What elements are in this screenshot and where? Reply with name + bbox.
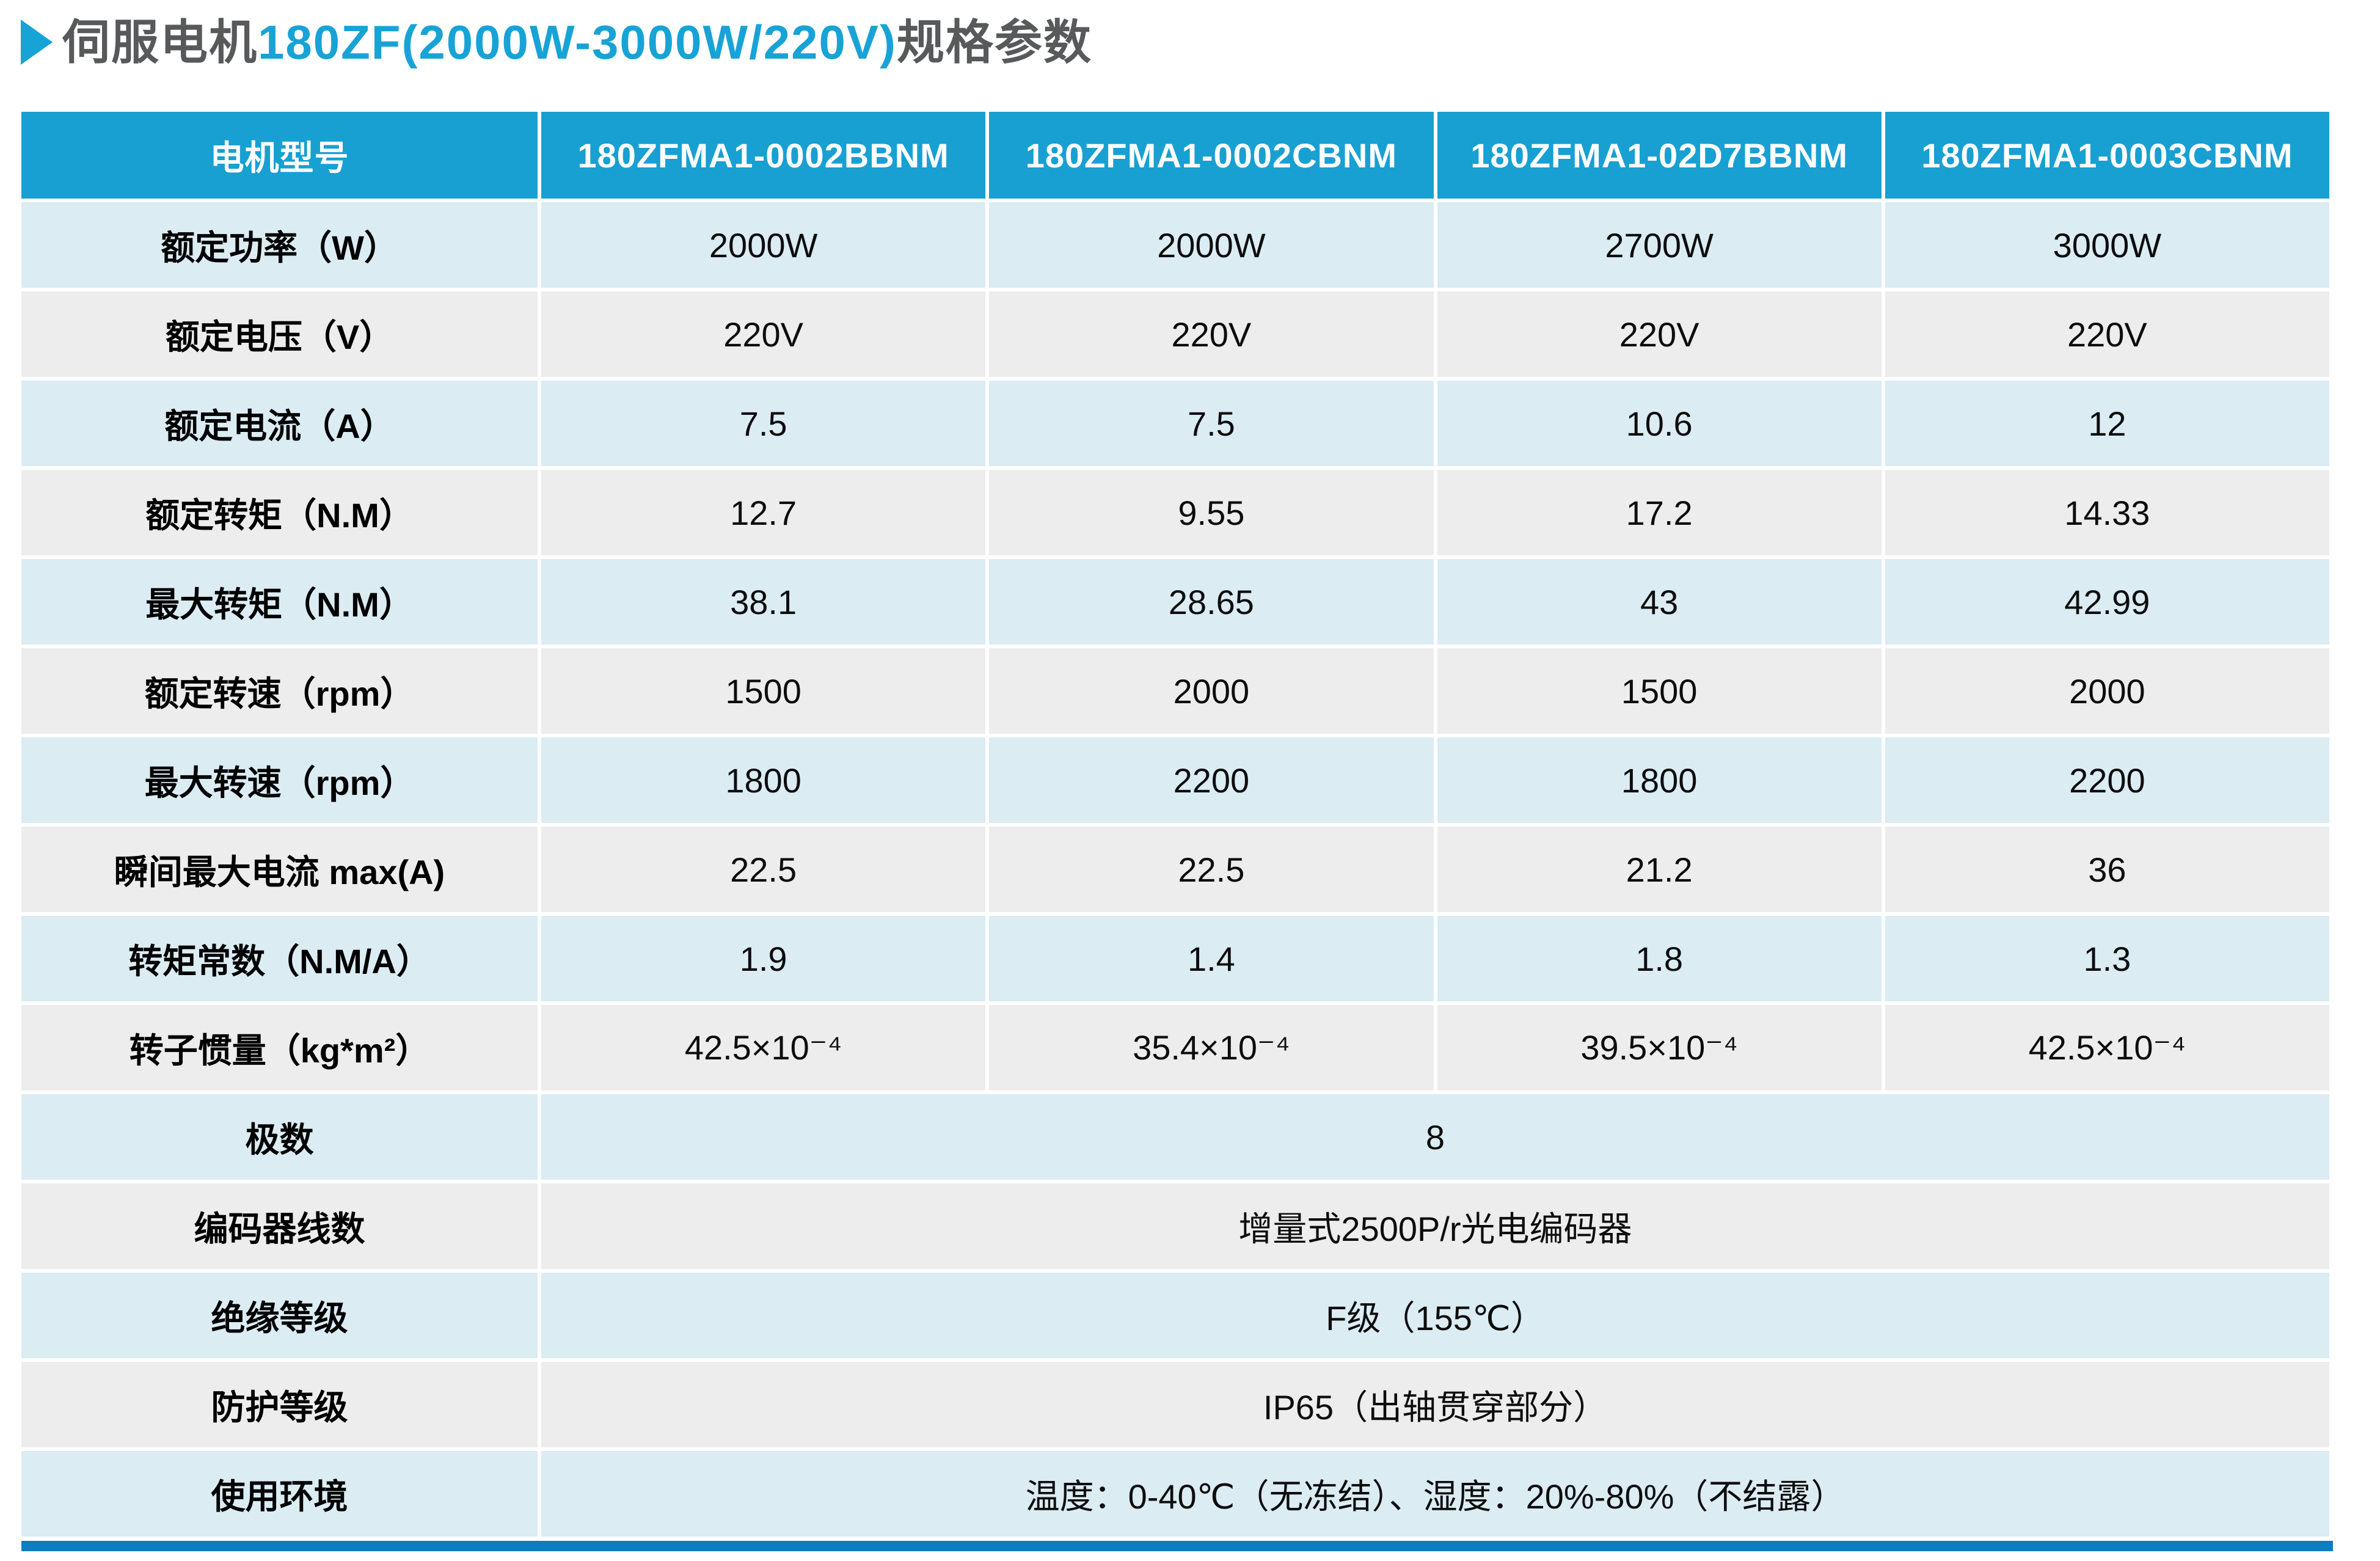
row-label: 使用环境 — [21, 1451, 538, 1537]
cell-merged-value: IP65（出轴贯穿部分） — [541, 1362, 2329, 1447]
table-row-rated-current: 额定电流（A） 7.5 7.5 10.6 12 — [21, 381, 2329, 466]
cell-value: 1500 — [1437, 648, 1882, 734]
header-model-0002bbnm: 180ZFMA1-0002BBNM — [541, 112, 986, 199]
table-row-pole-count: 极数 8 — [21, 1094, 2329, 1180]
cell-value: 1.4 — [989, 916, 1434, 1001]
table-row-rated-torque: 额定转矩（N.M） 12.7 9.55 17.2 14.33 — [21, 470, 2329, 555]
table-row-encoder-lines: 编码器线数 增量式2500P/r光电编码器 — [21, 1183, 2329, 1269]
table-header-row: 电机型号 180ZFMA1-0002BBNM 180ZFMA1-0002CBNM… — [21, 112, 2329, 199]
cell-value: 42.5×10⁻⁴ — [1885, 1005, 2329, 1091]
cell-value: 12 — [1885, 381, 2329, 466]
cell-value: 38.1 — [541, 559, 986, 645]
cell-value: 28.65 — [989, 559, 1434, 645]
cell-merged-value: F级（155℃） — [541, 1273, 2329, 1358]
cell-value: 220V — [1885, 291, 2329, 377]
table-row-rated-speed: 额定转速（rpm） 1500 2000 1500 2000 — [21, 648, 2329, 734]
cell-value: 36 — [1885, 827, 2329, 912]
cell-value: 43 — [1437, 559, 1882, 645]
cell-value: 22.5 — [541, 827, 986, 912]
row-label: 极数 — [21, 1094, 538, 1180]
row-label: 转矩常数（N.M/A） — [21, 916, 538, 1001]
table-row-instant-max-current: 瞬间最大电流 max(A) 22.5 22.5 21.2 36 — [21, 827, 2329, 912]
cell-merged-value: 温度：0-40℃（无冻结）、湿度：20%-80%（不结露） — [541, 1451, 2329, 1537]
row-label: 转子惯量（kg*m²） — [21, 1005, 538, 1091]
row-label: 绝缘等级 — [21, 1273, 538, 1358]
row-label: 最大转矩（N.M） — [21, 559, 538, 645]
cell-merged-value: 8 — [541, 1094, 2329, 1180]
cell-value: 9.55 — [989, 470, 1434, 555]
page-title: 伺服电机180ZF(2000W-3000W/220V)规格参数 — [21, 18, 1092, 66]
cell-value: 220V — [541, 291, 986, 377]
cell-value: 1500 — [541, 648, 986, 734]
row-label: 额定功率（W） — [21, 202, 538, 288]
cell-value: 220V — [1437, 291, 1882, 377]
row-label: 编码器线数 — [21, 1183, 538, 1269]
play-triangle-icon — [21, 20, 53, 65]
cell-value: 12.7 — [541, 470, 986, 555]
row-label: 额定转速（rpm） — [21, 648, 538, 734]
table-row-protection-class: 防护等级 IP65（出轴贯穿部分） — [21, 1362, 2329, 1447]
cell-value: 2000W — [989, 202, 1434, 288]
motor-spec-table: 电机型号 180ZFMA1-0002BBNM 180ZFMA1-0002CBNM… — [18, 108, 2333, 1540]
row-label: 防护等级 — [21, 1362, 538, 1447]
cell-value: 2000 — [989, 648, 1434, 734]
cell-value: 2000W — [541, 202, 986, 288]
table-row-rotor-inertia: 转子惯量（kg*m²） 42.5×10⁻⁴ 35.4×10⁻⁴ 39.5×10⁻… — [21, 1005, 2329, 1091]
page-title-text: 伺服电机180ZF(2000W-3000W/220V)规格参数 — [62, 18, 1092, 66]
cell-value: 17.2 — [1437, 470, 1882, 555]
row-label: 额定转矩（N.M） — [21, 470, 538, 555]
cell-value: 22.5 — [989, 827, 1434, 912]
header-motor-model: 电机型号 — [21, 112, 538, 199]
cell-value: 1.3 — [1885, 916, 2329, 1001]
cell-value: 14.33 — [1885, 470, 2329, 555]
cell-value: 42.99 — [1885, 559, 2329, 645]
cell-value: 1800 — [541, 737, 986, 823]
cell-value: 2200 — [989, 737, 1434, 823]
table-row-insulation-class: 绝缘等级 F级（155℃） — [21, 1273, 2329, 1358]
cell-value: 2200 — [1885, 737, 2329, 823]
table-row-max-torque: 最大转矩（N.M） 38.1 28.65 43 42.99 — [21, 559, 2329, 645]
bottom-accent-bar — [21, 1541, 2333, 1551]
cell-value: 2000 — [1885, 648, 2329, 734]
header-model-0003cbnm: 180ZFMA1-0003CBNM — [1885, 112, 2329, 199]
row-label: 最大转速（rpm） — [21, 737, 538, 823]
row-label: 额定电流（A） — [21, 381, 538, 466]
header-model-0002cbnm: 180ZFMA1-0002CBNM — [989, 112, 1434, 199]
cell-value: 1.8 — [1437, 916, 1882, 1001]
table-row-rated-voltage: 额定电压（V） 220V 220V 220V 220V — [21, 291, 2329, 377]
cell-value: 220V — [989, 291, 1434, 377]
row-label: 瞬间最大电流 max(A) — [21, 827, 538, 912]
cell-value: 35.4×10⁻⁴ — [989, 1005, 1434, 1091]
table-row-operating-environment: 使用环境 温度：0-40℃（无冻结）、湿度：20%-80%（不结露） — [21, 1451, 2329, 1537]
cell-value: 1800 — [1437, 737, 1882, 823]
table-row-max-speed: 最大转速（rpm） 1800 2200 1800 2200 — [21, 737, 2329, 823]
cell-value: 39.5×10⁻⁴ — [1437, 1005, 1882, 1091]
table-row-torque-constant: 转矩常数（N.M/A） 1.9 1.4 1.8 1.3 — [21, 916, 2329, 1001]
cell-value: 2700W — [1437, 202, 1882, 288]
header-model-02d7bbnm: 180ZFMA1-02D7BBNM — [1437, 112, 1882, 199]
cell-value: 7.5 — [541, 381, 986, 466]
cell-value: 1.9 — [541, 916, 986, 1001]
cell-value: 10.6 — [1437, 381, 1882, 466]
cell-value: 3000W — [1885, 202, 2329, 288]
title-highlight: 180ZF(2000W-3000W/220V) — [258, 15, 897, 69]
row-label: 额定电压（V） — [21, 291, 538, 377]
title-prefix: 伺服电机 — [62, 15, 258, 69]
cell-value: 42.5×10⁻⁴ — [541, 1005, 986, 1091]
cell-value: 21.2 — [1437, 827, 1882, 912]
title-suffix: 规格参数 — [896, 15, 1092, 69]
table-row-rated-power: 额定功率（W） 2000W 2000W 2700W 3000W — [21, 202, 2329, 288]
cell-merged-value: 增量式2500P/r光电编码器 — [541, 1183, 2329, 1269]
cell-value: 7.5 — [989, 381, 1434, 466]
